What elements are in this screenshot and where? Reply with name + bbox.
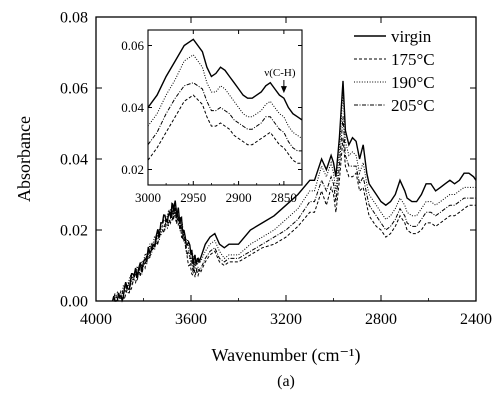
legend-label-3: 205°C xyxy=(391,96,435,115)
legend-label-2: 190°C xyxy=(391,73,435,92)
main-y-tick-label-1: 0.02 xyxy=(60,223,88,240)
main-y-tick-label-4: 0.08 xyxy=(60,10,88,27)
legend: virgin 175°C 190°C 205°C xyxy=(354,27,435,115)
panel-label: (a) xyxy=(277,373,295,390)
main-x-tick-label-3: 2800 xyxy=(365,311,397,328)
inset-axis-ticks: 3000 2950 2900 2850 0.02 0.04 0.06 xyxy=(121,30,303,205)
inset-x-tick-label-2: 2900 xyxy=(226,190,252,205)
inset-annotation-text: ν(C-H) xyxy=(264,67,296,79)
main-series-line-0 xyxy=(111,80,477,303)
inset-series-line-1 xyxy=(147,94,302,164)
main-x-tick-label-4: 2400 xyxy=(460,311,492,328)
legend-label-1: 175°C xyxy=(391,50,435,69)
main-series-line-1 xyxy=(112,137,476,302)
inset-y-tick-label-2: 0.06 xyxy=(121,38,144,53)
main-axis-ticks: 4000 3600 3200 2800 2400 0.00 0.02 0.04 0.06 0.08 xyxy=(60,10,492,328)
main-y-tick-label-3: 0.06 xyxy=(60,81,88,98)
inset-annotation-arrow-head xyxy=(280,86,287,94)
inset-x-tick-label-0: 3000 xyxy=(135,190,161,205)
inset-x-tick-label-1: 2950 xyxy=(180,190,206,205)
inset-series-line-0 xyxy=(147,38,303,121)
inset-y-tick-label-1: 0.04 xyxy=(121,100,144,115)
main-y-tick-label-0: 0.00 xyxy=(60,294,88,311)
y-axis-label: Absorbance xyxy=(14,116,34,202)
inset-series-group xyxy=(147,38,303,164)
legend-label-0: virgin xyxy=(391,27,432,46)
inset-x-tick-label-3: 2850 xyxy=(271,190,297,205)
main-x-tick-label-0: 4000 xyxy=(80,311,112,328)
main-x-tick-label-2: 3200 xyxy=(270,311,302,328)
main-y-tick-label-2: 0.04 xyxy=(60,152,88,169)
inset-annotation: ν(C-H) xyxy=(264,67,296,94)
main-series-group xyxy=(111,80,477,303)
inset-y-tick-label-0: 0.02 xyxy=(121,162,144,177)
inset-series-line-3 xyxy=(147,82,302,152)
inset-background xyxy=(148,30,302,185)
main-x-tick-label-1: 3600 xyxy=(175,311,207,328)
x-axis-label: Wavenumber (cm⁻¹) xyxy=(212,345,361,366)
